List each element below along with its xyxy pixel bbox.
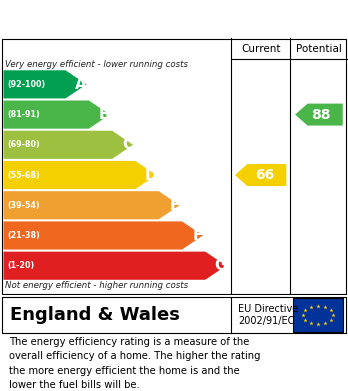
Polygon shape: [3, 131, 133, 159]
Text: (55-68): (55-68): [8, 170, 40, 179]
Text: (81-91): (81-91): [8, 110, 40, 119]
Text: 66: 66: [255, 168, 274, 182]
Polygon shape: [3, 100, 110, 129]
Text: (39-54): (39-54): [8, 201, 40, 210]
Text: E: E: [169, 198, 180, 213]
Polygon shape: [235, 164, 286, 186]
Text: F: F: [192, 228, 203, 243]
Text: Not energy efficient - higher running costs: Not energy efficient - higher running co…: [5, 281, 188, 290]
Text: Energy Efficiency Rating: Energy Efficiency Rating: [9, 11, 230, 26]
Text: Very energy efficient - lower running costs: Very energy efficient - lower running co…: [5, 60, 188, 69]
Polygon shape: [3, 252, 226, 280]
Text: Potential: Potential: [296, 44, 342, 54]
Text: D: D: [145, 167, 157, 183]
Text: the more energy efficient the home is and the: the more energy efficient the home is an…: [9, 366, 239, 376]
Polygon shape: [3, 221, 203, 249]
Text: (69-80): (69-80): [8, 140, 40, 149]
Text: C: C: [122, 137, 133, 152]
Text: EU Directive
2002/91/EC: EU Directive 2002/91/EC: [238, 304, 299, 326]
Text: (1-20): (1-20): [8, 261, 35, 270]
Text: lower the fuel bills will be.: lower the fuel bills will be.: [9, 380, 140, 390]
Bar: [293, 298, 343, 332]
Text: England & Wales: England & Wales: [10, 306, 180, 324]
Text: (21-38): (21-38): [8, 231, 40, 240]
Polygon shape: [3, 191, 180, 219]
Text: A: A: [76, 77, 87, 92]
Text: (92-100): (92-100): [8, 80, 46, 89]
Text: overall efficiency of a home. The higher the rating: overall efficiency of a home. The higher…: [9, 351, 260, 361]
Text: 88: 88: [311, 108, 331, 122]
Text: G: G: [215, 258, 227, 273]
Text: Current: Current: [241, 44, 280, 54]
Text: B: B: [99, 107, 110, 122]
Polygon shape: [3, 161, 156, 189]
Polygon shape: [295, 104, 343, 126]
Polygon shape: [3, 70, 86, 99]
Text: The energy efficiency rating is a measure of the: The energy efficiency rating is a measur…: [9, 337, 249, 347]
